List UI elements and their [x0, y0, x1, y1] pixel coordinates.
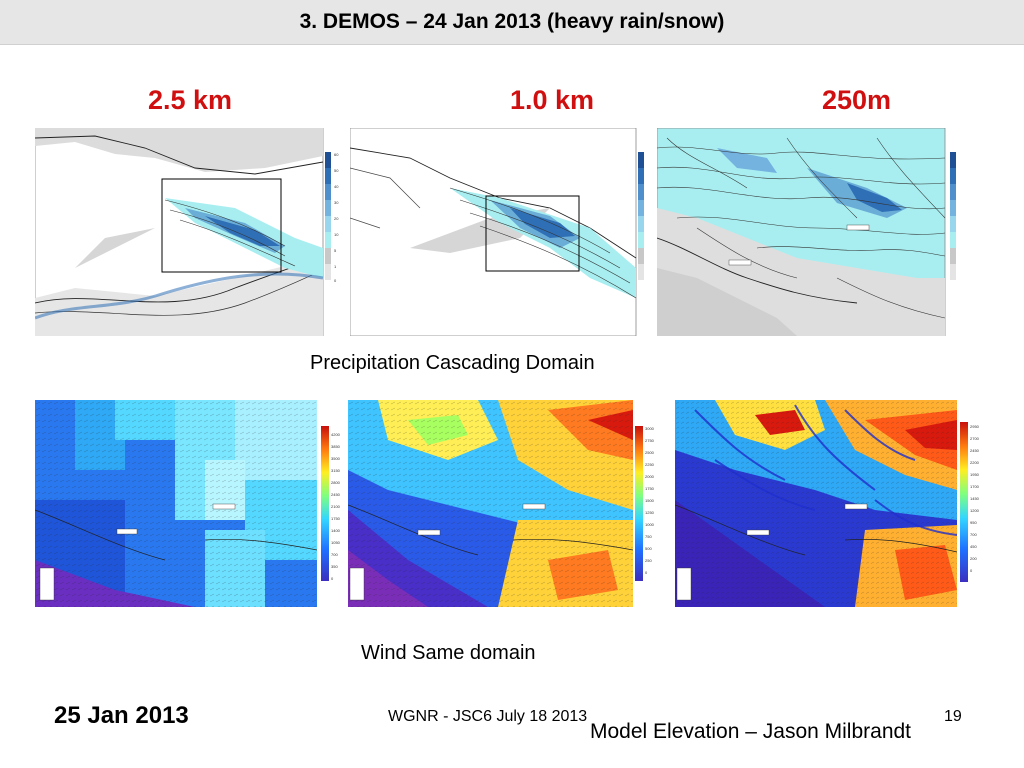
page-number: 19: [944, 708, 962, 725]
colorbar-tick: 450: [970, 544, 977, 549]
colorbar-tick: 40: [334, 184, 339, 189]
wind-map-250m: 2950 2700 2450 2200 1950 1700 1450 1200 …: [675, 400, 988, 607]
colorbar-tick: 500: [645, 546, 652, 551]
resolution-label-1-0km: 1.0 km: [510, 85, 595, 115]
footer-center-text: WGNR - JSC6 July 18 2013: [388, 708, 588, 725]
wind-caption: Wind Same domain: [361, 642, 536, 664]
precip-map-250m: [657, 128, 970, 336]
colorbar-tick: 3150: [331, 468, 341, 473]
colorbar-tick: 2000: [645, 474, 655, 479]
colorbar-tick: 3000: [645, 426, 655, 431]
colorbar-tick: 1000: [645, 522, 655, 527]
colorbar-tick: 0: [331, 576, 334, 581]
resolution-label-250m: 250m: [822, 85, 892, 115]
colorbar-tick: 30: [334, 200, 339, 205]
colorbar-tick: 200: [970, 556, 977, 561]
colorbar-tick: 0: [334, 278, 337, 283]
colorbar-tick: 1450: [970, 496, 980, 501]
colorbar-tick: 4200: [331, 432, 341, 437]
colorbar-tick: 2200: [970, 460, 980, 465]
colorbar-tick: 2700: [970, 436, 980, 441]
colorbar-tick: 1500: [645, 498, 655, 503]
colorbar-tick: 1250: [645, 510, 655, 515]
colorbar-tick: 60: [334, 152, 339, 157]
colorbar-tick: 3500: [331, 456, 341, 461]
colorbar-tick: 0: [645, 570, 648, 575]
colorbar-tick: 750: [645, 534, 652, 539]
colorbar-tick: 5: [334, 248, 337, 253]
colorbar-tick: 250: [645, 558, 652, 563]
colorbar-tick: 10: [334, 232, 339, 237]
colorbar-tick: 1700: [970, 484, 980, 489]
colorbar-tick: 20: [334, 216, 339, 221]
colorbar-tick: 2950: [970, 424, 980, 429]
colorbar-tick: 2750: [645, 438, 655, 443]
colorbar-tick: 1950: [970, 472, 980, 477]
precip-map-2-5km: 60 50 40 30 20 10 5 1 0: [35, 128, 348, 336]
colorbar-tick: 1750: [645, 486, 655, 491]
title-bar: [0, 0, 1024, 45]
colorbar-tick: 1750: [331, 516, 341, 521]
resolution-label-2-5km: 2.5 km: [148, 85, 233, 115]
colorbar-tick: 950: [970, 520, 977, 525]
colorbar-tick: 2450: [970, 448, 980, 453]
colorbar-tick: 2800: [331, 480, 341, 485]
colorbar-tick: 700: [331, 552, 338, 557]
slide-title: 3. DEMOS – 24 Jan 2013 (heavy rain/snow): [299, 10, 725, 33]
colorbar-tick: 50: [334, 168, 339, 173]
footer-date: 25 Jan 2013: [54, 702, 189, 729]
colorbar-tick: 2100: [331, 504, 341, 509]
credit-text: Model Elevation – Jason Milbrandt: [590, 720, 912, 743]
colorbar-tick: 2250: [645, 462, 655, 467]
colorbar-tick: 1200: [970, 508, 980, 513]
precip-map-1-0km: [350, 128, 656, 336]
colorbar-tick: 1400: [331, 528, 341, 533]
precip-caption: Precipitation Cascading Domain: [310, 352, 595, 374]
colorbar-tick: 2450: [331, 492, 341, 497]
colorbar-tick: 2500: [645, 450, 655, 455]
colorbar-tick: 3850: [331, 444, 341, 449]
colorbar-tick: 700: [970, 532, 977, 537]
colorbar-tick: 0: [970, 568, 973, 573]
colorbar-tick: 1: [334, 264, 337, 269]
wind-map-1-0km: 3000 2750 2500 2250 2000 1750 1500 1250 …: [348, 400, 661, 607]
colorbar-tick: 350: [331, 564, 338, 569]
wind-map-2-5km: 4200 3850 3500 3150 2800 2450 2100 1750 …: [35, 400, 348, 607]
colorbar-tick: 1050: [331, 540, 341, 545]
